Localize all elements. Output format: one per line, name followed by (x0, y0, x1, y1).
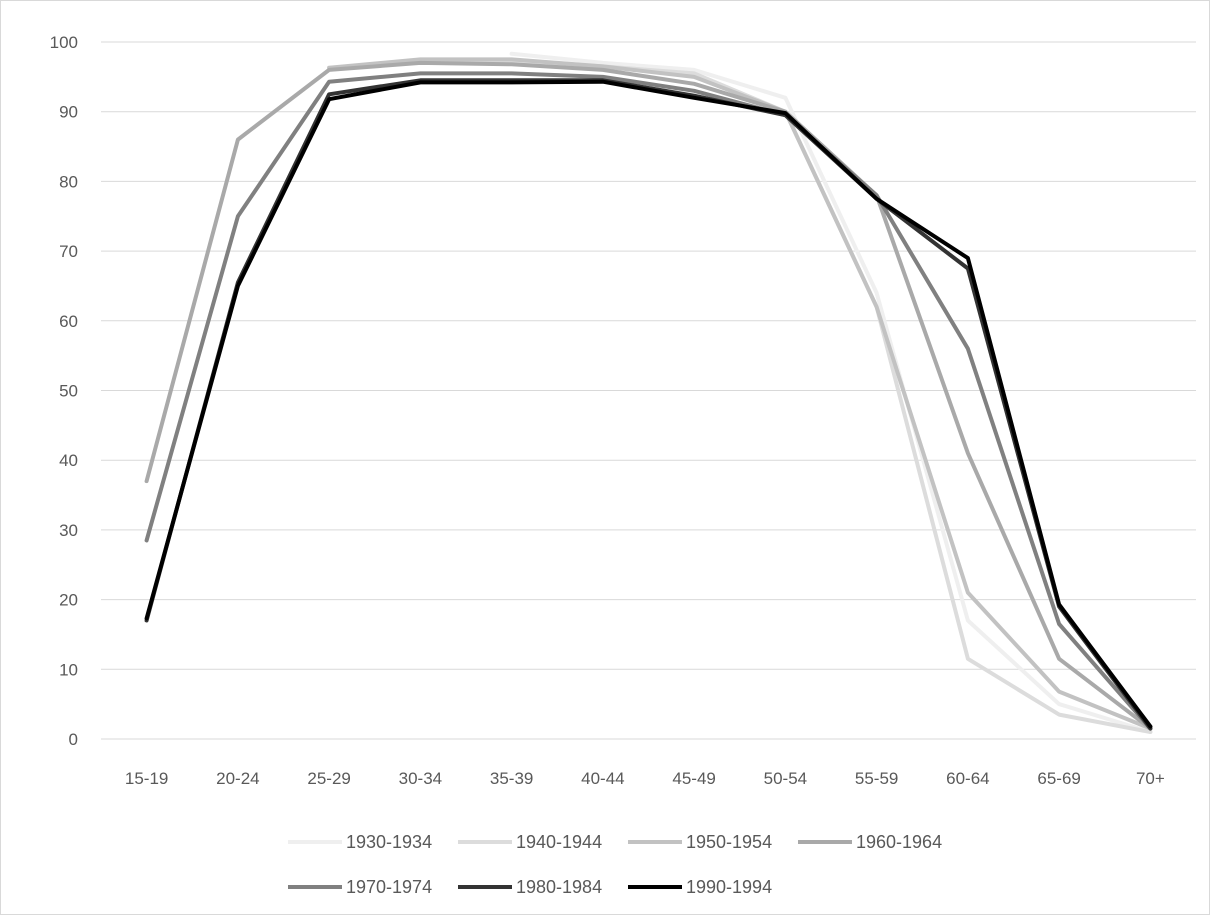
y-tick-label: 100 (50, 33, 78, 52)
x-tick-label: 65-69 (1037, 769, 1080, 788)
y-tick-label: 40 (59, 451, 78, 470)
legend: 1930-1934 1940-1944 1950-1954 1960-1964 1970… (288, 832, 942, 897)
gridlines (101, 41, 1196, 740)
legend-label: 1970-1974 (346, 877, 432, 897)
y-tick-label: 30 (59, 521, 78, 540)
y-tick-label: 10 (59, 660, 78, 679)
y-tick-label: 60 (59, 312, 78, 331)
y-tick-label: 80 (59, 172, 78, 191)
y-tick-label: 50 (59, 382, 78, 401)
legend-label: 1940-1944 (516, 832, 602, 852)
y-tick-label: 70 (59, 242, 78, 261)
x-tick-label: 30-34 (399, 769, 442, 788)
x-tick-label: 60-64 (946, 769, 989, 788)
series-line-1940-1944 (418, 58, 1153, 734)
y-tick-label: 0 (69, 730, 78, 749)
x-tick-label: 35-39 (490, 769, 533, 788)
x-tick-label: 55-59 (855, 769, 898, 788)
series-line-1930-1934 (509, 51, 1153, 734)
x-tick-label: 50-54 (764, 769, 807, 788)
legend-label: 1930-1934 (346, 832, 432, 852)
x-tick-label: 15-19 (125, 769, 168, 788)
legend-label: 1980-1984 (516, 877, 602, 897)
x-tick-label: 20-24 (216, 769, 259, 788)
series-line-1950-1954 (327, 57, 1153, 731)
x-tick-label: 70+ (1136, 769, 1165, 788)
series-lines (144, 51, 1153, 734)
x-tick-label: 40-44 (581, 769, 624, 788)
y-axis-ticks: 0 10 20 30 40 50 60 70 80 90 100 (50, 33, 78, 749)
series-line-1980-1984 (144, 78, 1153, 731)
x-tick-label: 45-49 (672, 769, 715, 788)
x-axis-ticks: 15-19 20-24 25-29 30-34 35-39 40-44 45-49 50-54… (125, 769, 1165, 788)
legend-label: 1950-1954 (686, 832, 772, 852)
legend-label: 1960-1964 (856, 832, 942, 852)
y-tick-label: 90 (59, 103, 78, 122)
series-line-1990-1994 (144, 79, 1153, 729)
legend-label: 1990-1994 (686, 877, 772, 897)
x-tick-label: 25-29 (307, 769, 350, 788)
series-line-1970-1974 (144, 71, 1153, 731)
series-line-1960-1964 (144, 60, 1153, 731)
y-tick-label: 20 (59, 591, 78, 610)
